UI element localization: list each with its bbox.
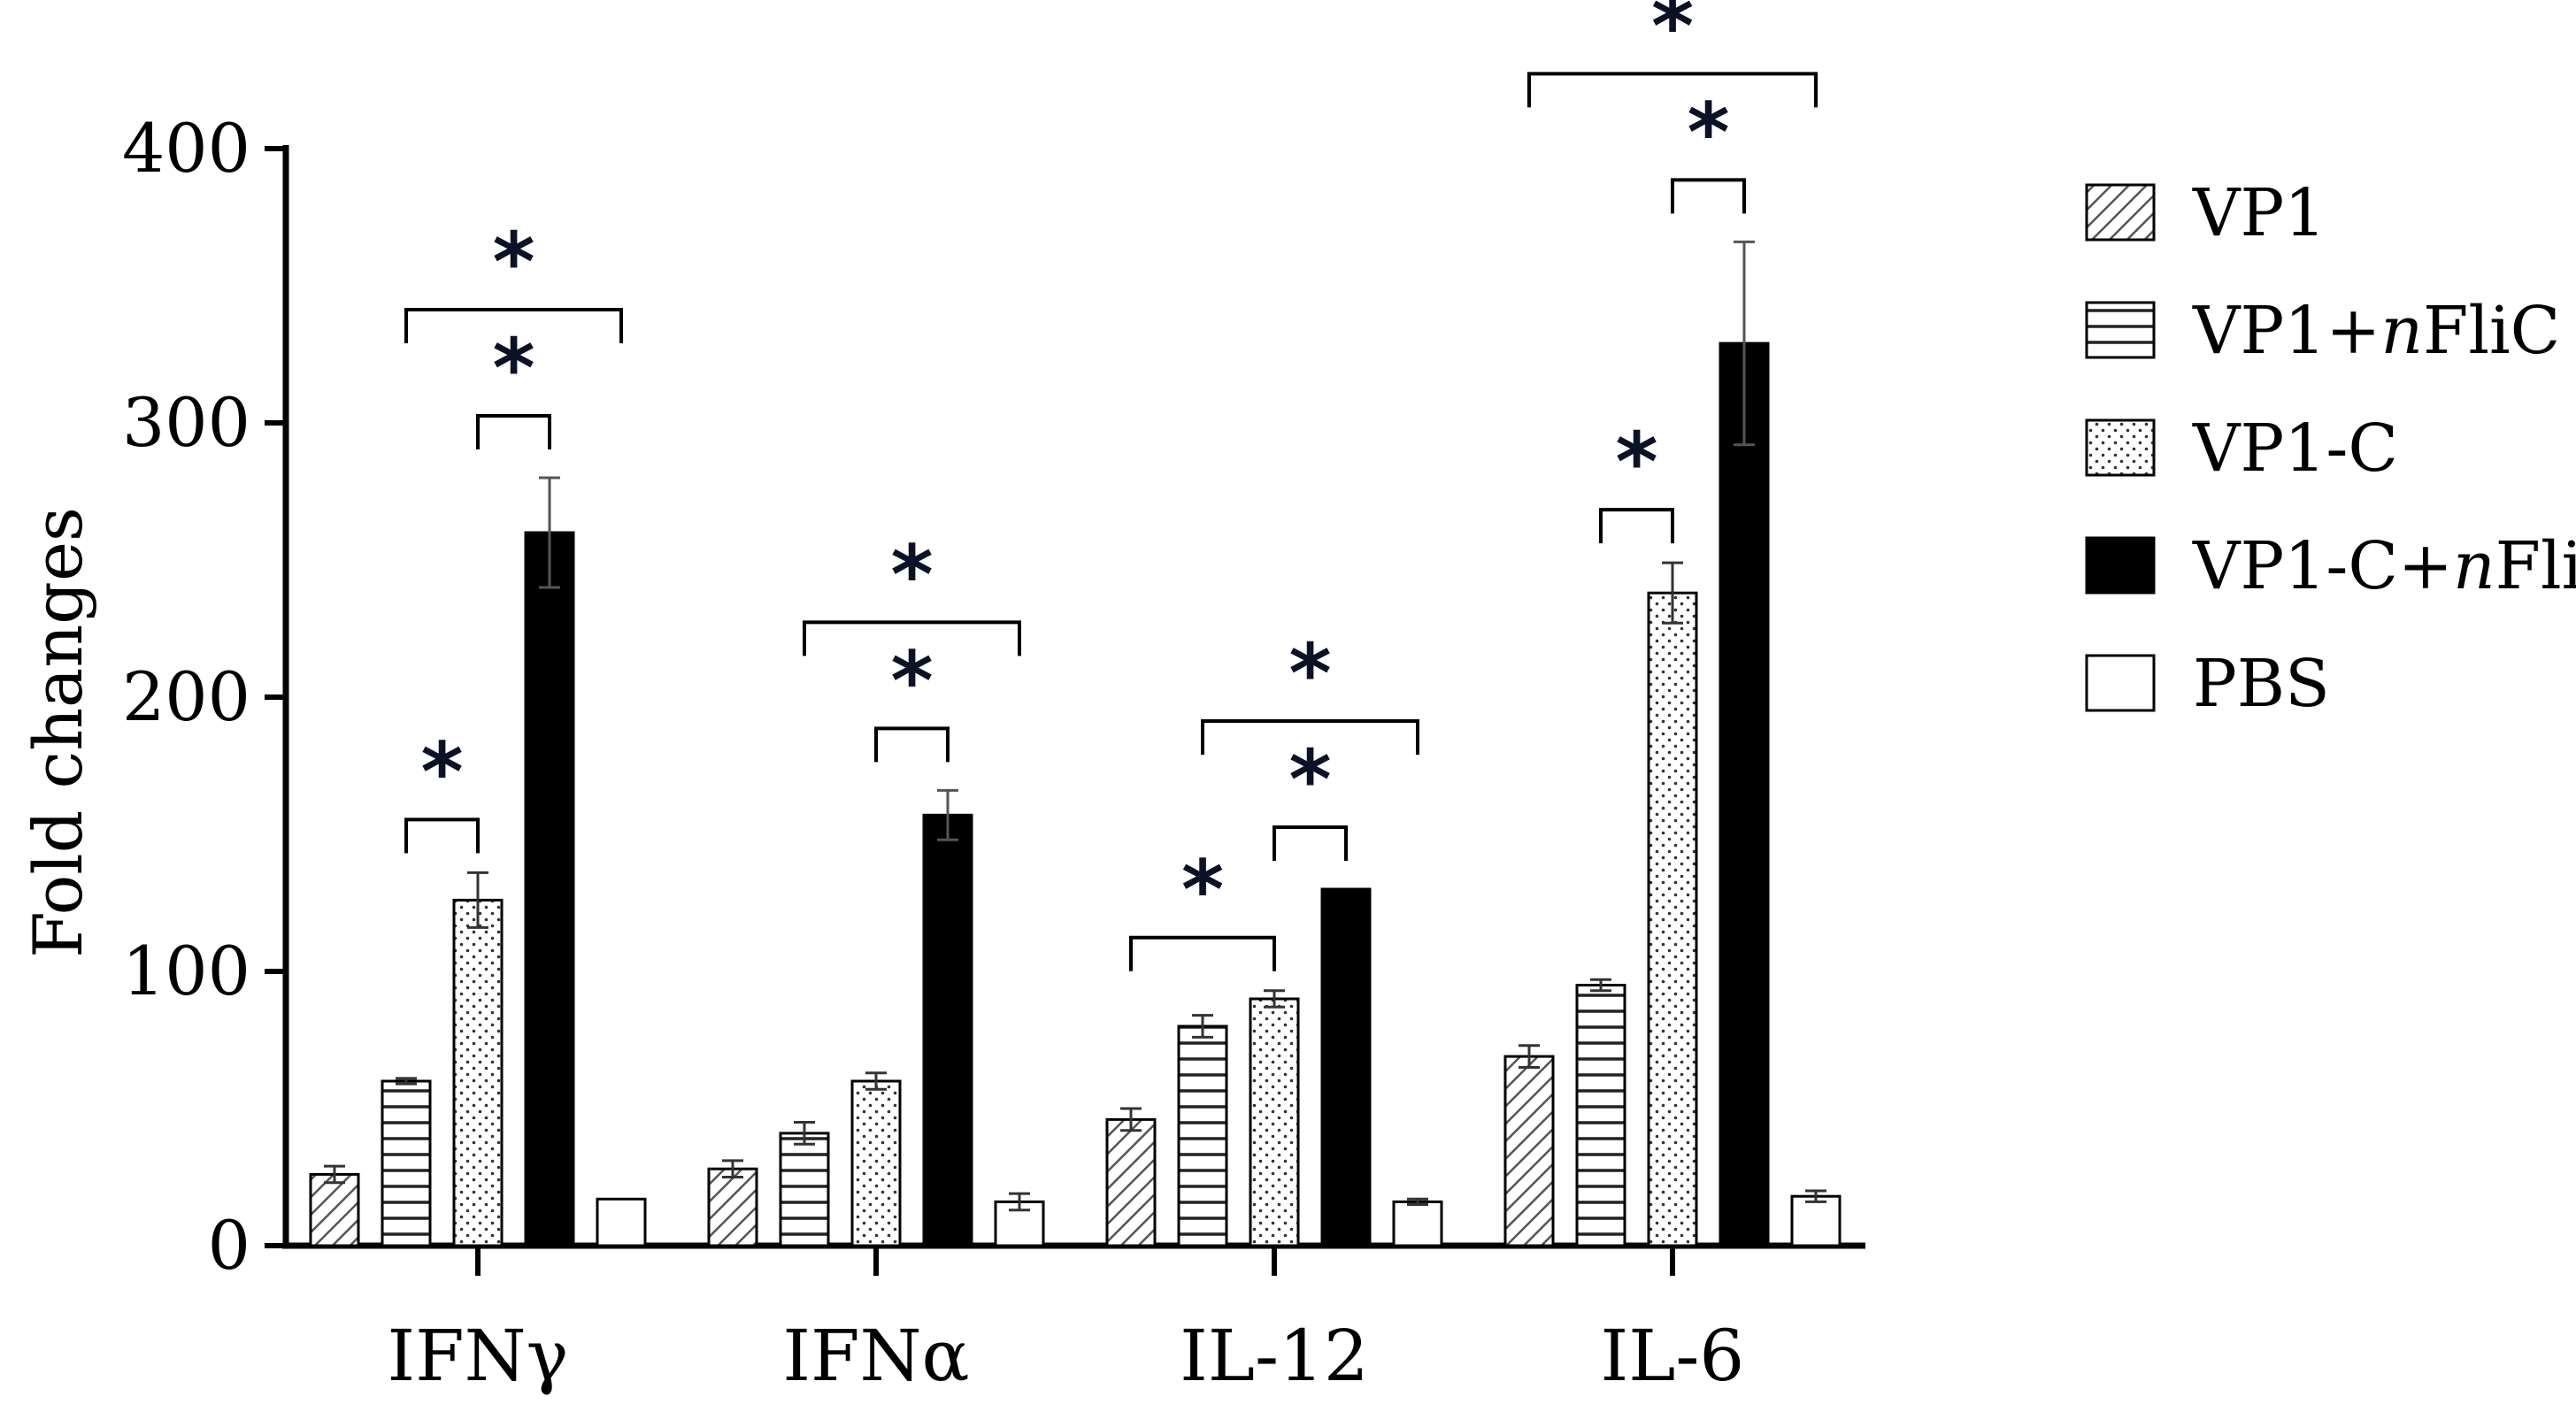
significance-star: * — [890, 633, 933, 728]
bar-vp1-1 — [707, 1167, 758, 1247]
bar-vp1-nflic-0 — [381, 1079, 432, 1247]
y-tick-label: 200 — [122, 657, 250, 736]
significance-star: * — [1288, 626, 1331, 721]
category-label: IFNγ — [388, 1315, 569, 1397]
legend-swatch-3 — [2085, 536, 2156, 595]
category-label: IFNα — [782, 1315, 969, 1397]
y-tick-label: 100 — [122, 932, 250, 1010]
significance-bracket — [1129, 935, 1276, 971]
significance-star: * — [890, 527, 933, 622]
category-label: IL-12 — [1180, 1315, 1369, 1397]
significance-bracket — [1201, 719, 1419, 755]
bar-vp1-nflic-1 — [779, 1132, 830, 1247]
significance-bracket — [1273, 825, 1348, 861]
bar-vp1-2 — [1105, 1117, 1157, 1247]
legend-swatch-1 — [2085, 301, 2156, 359]
bar-pbs-3 — [1790, 1194, 1842, 1247]
bar-vp1-c-1 — [850, 1079, 902, 1247]
y-tick-label: 0 — [208, 1206, 250, 1285]
legend-swatch-2 — [2085, 418, 2156, 477]
significance-star: * — [492, 215, 534, 310]
y-tick-label: 400 — [122, 109, 250, 188]
significance-star: * — [1181, 843, 1224, 938]
bar-vp1-c-nflic-0 — [524, 531, 575, 1247]
significance-star: * — [1687, 85, 1729, 180]
significance-star: * — [420, 725, 463, 819]
significance-bracket — [1599, 508, 1674, 544]
bar-pbs-2 — [1392, 1200, 1443, 1247]
bar-vp1-0 — [309, 1172, 360, 1247]
significance-bracket — [404, 308, 623, 343]
significance-bracket — [1671, 178, 1746, 214]
significance-star: * — [1615, 415, 1657, 510]
legend-label-3: VP1-C+nFliC — [2192, 528, 2576, 604]
significance-bracket — [404, 817, 480, 854]
significance-star: * — [492, 321, 534, 416]
significance-bracket — [1527, 72, 1818, 108]
legend-label-4: PBS — [2193, 646, 2330, 722]
significance-bracket — [803, 620, 1021, 656]
bar-vp1-c-nflic-3 — [1719, 341, 1770, 1247]
significance-bracket — [476, 414, 551, 449]
bar-vp1-nflic-2 — [1177, 1024, 1228, 1247]
bar-vp1-3 — [1503, 1055, 1555, 1247]
legend-swatch-0 — [2085, 183, 2156, 242]
bar-pbs-0 — [596, 1197, 647, 1247]
category-label: IL-6 — [1601, 1315, 1745, 1397]
significance-star: * — [1651, 0, 1694, 73]
bar-vp1-c-2 — [1249, 997, 1300, 1247]
legend-label-0: VP1 — [2192, 175, 2326, 251]
bar-vp1-c-nflic-2 — [1320, 887, 1372, 1247]
legend-label-1: VP1+nFliC — [2192, 293, 2560, 369]
legend-swatch-4 — [2085, 654, 2156, 712]
y-axis-title: Fold changes — [19, 507, 97, 958]
bar-vp1-c-3 — [1647, 591, 1698, 1247]
bar-vp1-nflic-3 — [1575, 984, 1626, 1247]
legend-label-2: VP1-C — [2192, 411, 2398, 487]
bar-vp1-c-0 — [452, 898, 504, 1247]
significance-star: * — [1288, 733, 1331, 827]
y-tick-label: 300 — [122, 383, 250, 462]
significance-bracket — [874, 726, 950, 763]
bar-vp1-c-nflic-1 — [922, 813, 973, 1247]
